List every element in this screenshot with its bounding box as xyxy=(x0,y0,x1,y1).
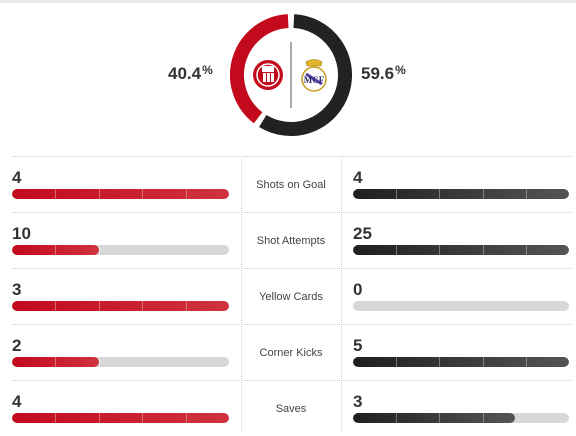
home-bar-fill xyxy=(12,413,229,423)
stat-label: Shot Attempts xyxy=(256,235,326,247)
away-bar xyxy=(353,189,569,199)
bar-segment-tick xyxy=(482,245,484,255)
home-value: 2 xyxy=(12,336,22,355)
bar-segment-tick xyxy=(98,189,100,199)
home-bar-fill xyxy=(12,245,99,255)
bar-segment-tick xyxy=(142,189,144,199)
away-value: 4 xyxy=(353,168,363,187)
away-bar-fill xyxy=(353,245,569,255)
away-bar xyxy=(353,357,569,367)
away-bar-fill xyxy=(353,413,515,423)
bar-segment-tick xyxy=(55,413,57,423)
top-divider xyxy=(0,0,576,3)
svg-text:MCF: MCF xyxy=(304,75,325,85)
bar-segment-tick xyxy=(98,301,100,311)
away-value: 25 xyxy=(353,224,372,243)
possession-arc-away xyxy=(259,14,352,136)
stat-label: Saves xyxy=(275,403,307,415)
home-value: 3 xyxy=(12,280,22,299)
home-bar-fill xyxy=(12,189,229,199)
bar-segment-tick xyxy=(55,357,57,367)
possession-arc-home xyxy=(230,14,289,124)
bar-segment-tick xyxy=(55,189,57,199)
real-madrid-crest-icon: MCF xyxy=(301,59,327,92)
bar-segment-tick xyxy=(55,245,57,255)
away-bar xyxy=(353,413,569,423)
stat-label: Shots on Goal xyxy=(256,179,326,191)
bar-segment-tick xyxy=(98,413,100,423)
stat-row-yellow-cards: 3 Yellow Cards 0 xyxy=(0,268,576,324)
bar-segment-tick xyxy=(396,413,398,423)
stat-label: Corner Kicks xyxy=(259,347,323,359)
bar-segment-tick xyxy=(439,357,441,367)
bar-segment-tick xyxy=(396,245,398,255)
away-bar xyxy=(353,301,569,311)
row-divider xyxy=(12,324,572,325)
home-bar-fill xyxy=(12,357,99,367)
away-bar-fill xyxy=(353,357,569,367)
possession-home-percent: 40.4% xyxy=(168,63,213,83)
bar-segment-tick xyxy=(439,189,441,199)
home-bar xyxy=(12,413,229,423)
bar-segment-tick xyxy=(142,413,144,423)
bar-segment-tick xyxy=(185,189,187,199)
bar-segment-tick xyxy=(185,413,187,423)
away-value: 5 xyxy=(353,336,363,355)
row-divider xyxy=(12,156,572,157)
bar-segment-tick xyxy=(439,413,441,423)
column-divider-right xyxy=(341,156,342,431)
bar-segment-tick xyxy=(482,413,484,423)
bar-segment-tick xyxy=(55,301,57,311)
home-value: 4 xyxy=(12,168,22,187)
home-bar-fill xyxy=(12,301,229,311)
bar-segment-tick xyxy=(482,357,484,367)
row-divider xyxy=(12,268,572,269)
home-value: 10 xyxy=(12,224,31,243)
bar-segment-tick xyxy=(396,357,398,367)
home-value: 4 xyxy=(12,392,22,411)
stat-label: Yellow Cards xyxy=(259,291,323,303)
stat-row-shot-attempts: 10 Shot Attempts 25 xyxy=(0,212,576,268)
home-bar xyxy=(12,189,229,199)
bar-segment-tick xyxy=(142,301,144,311)
away-bar-fill xyxy=(353,189,569,199)
stat-row-corner-kicks: 2 Corner Kicks 5 xyxy=(0,324,576,380)
stat-row-saves: 4 Saves 3 xyxy=(0,380,576,436)
bar-segment-tick xyxy=(98,357,100,367)
home-bar xyxy=(12,301,229,311)
home-bar xyxy=(12,245,229,255)
away-value: 0 xyxy=(353,280,363,299)
bar-segment-tick xyxy=(439,245,441,255)
row-divider xyxy=(12,212,572,213)
girona-crest-icon xyxy=(253,60,283,90)
away-bar xyxy=(353,245,569,255)
bar-segment-tick xyxy=(482,189,484,199)
bar-segment-tick xyxy=(525,189,527,199)
possession-away-percent: 59.6% xyxy=(361,63,406,83)
bar-segment-tick xyxy=(525,357,527,367)
bar-segment-tick xyxy=(185,301,187,311)
stat-row-shots-on-goal: 4 Shots on Goal 4 xyxy=(0,156,576,212)
row-divider xyxy=(12,380,572,381)
bar-segment-tick xyxy=(396,189,398,199)
away-value: 3 xyxy=(353,392,363,411)
bar-segment-tick xyxy=(525,245,527,255)
home-bar xyxy=(12,357,229,367)
column-divider-left xyxy=(241,156,242,431)
bar-segment-tick xyxy=(98,245,100,255)
possession-donut: MCF xyxy=(230,14,352,136)
